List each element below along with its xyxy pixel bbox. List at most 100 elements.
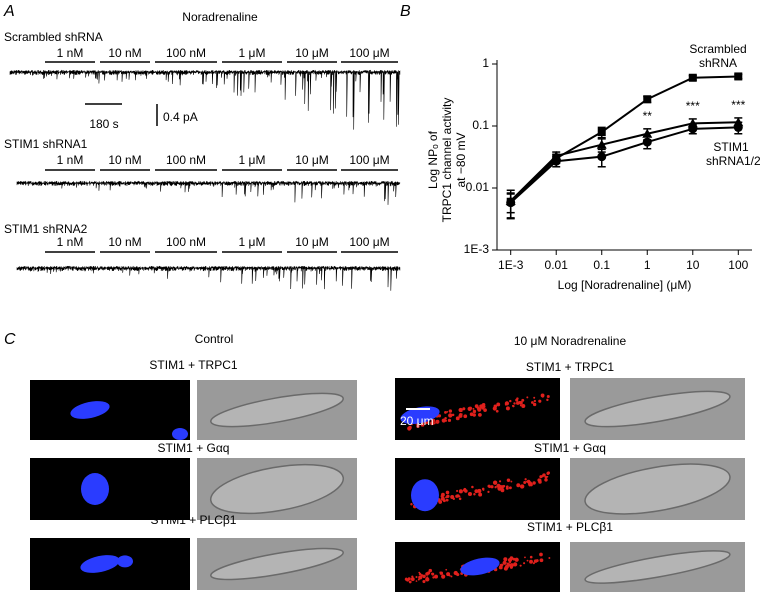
red-puncta bbox=[456, 572, 460, 577]
red-puncta bbox=[447, 418, 452, 422]
nucleus bbox=[117, 555, 133, 568]
y-tick-label: 0.01 bbox=[466, 180, 490, 194]
red-puncta bbox=[448, 413, 453, 418]
red-puncta bbox=[405, 577, 407, 580]
red-puncta bbox=[509, 399, 512, 403]
red-puncta bbox=[537, 478, 541, 482]
red-puncta bbox=[458, 495, 461, 498]
x-tick-label: 1 bbox=[644, 258, 651, 272]
red-puncta bbox=[509, 565, 513, 569]
red-puncta bbox=[504, 401, 510, 406]
current-scale-label: 0.4 pA bbox=[163, 110, 198, 124]
red-puncta bbox=[463, 487, 467, 491]
red-puncta bbox=[462, 407, 466, 411]
marker bbox=[688, 73, 697, 82]
red-puncta bbox=[425, 577, 430, 582]
red-puncta bbox=[524, 478, 527, 481]
red-puncta bbox=[492, 480, 498, 485]
panel-label: A bbox=[3, 3, 15, 20]
red-puncta bbox=[506, 564, 508, 567]
series-label: STIM1 shRNA1/2 bbox=[706, 140, 760, 168]
red-puncta bbox=[410, 577, 415, 582]
red-puncta bbox=[446, 494, 450, 499]
current-trace bbox=[16, 265, 401, 291]
red-puncta bbox=[529, 555, 533, 559]
column-title: Control bbox=[195, 332, 234, 346]
red-puncta bbox=[411, 575, 414, 578]
concentration-label: 1 μM bbox=[239, 153, 266, 167]
concentration-label: 1 nM bbox=[57, 235, 84, 249]
cell-outline bbox=[209, 463, 345, 515]
significance-label: *** bbox=[686, 99, 700, 113]
red-puncta bbox=[458, 497, 462, 501]
red-puncta bbox=[463, 414, 468, 419]
red-puncta bbox=[473, 493, 476, 496]
image-title: STIM1 + TRPC1 bbox=[149, 358, 237, 372]
red-puncta bbox=[546, 395, 550, 399]
red-puncta bbox=[505, 486, 509, 490]
red-puncta bbox=[458, 407, 463, 413]
red-puncta bbox=[415, 575, 418, 579]
red-puncta bbox=[532, 481, 536, 485]
cell-outline bbox=[584, 463, 731, 515]
red-puncta bbox=[472, 407, 475, 410]
marker bbox=[643, 95, 652, 104]
red-puncta bbox=[521, 403, 526, 409]
nucleus bbox=[172, 428, 188, 440]
red-puncta bbox=[446, 411, 449, 413]
red-puncta bbox=[523, 481, 527, 484]
nucleus bbox=[411, 479, 439, 512]
red-puncta bbox=[416, 424, 420, 428]
x-axis-title: Log [Noradrenaline] (μM) bbox=[558, 278, 692, 292]
red-puncta bbox=[548, 557, 551, 559]
red-puncta bbox=[477, 488, 482, 494]
column-title: 10 μM Noradrenaline bbox=[514, 334, 627, 348]
y-tick-label: 0.1 bbox=[472, 118, 489, 132]
red-puncta bbox=[533, 559, 538, 563]
red-puncta bbox=[455, 416, 460, 421]
red-puncta bbox=[546, 471, 550, 475]
concentration-label: 1 μM bbox=[239, 235, 266, 249]
red-puncta bbox=[431, 572, 434, 575]
red-puncta bbox=[532, 562, 535, 565]
series-line bbox=[510, 75, 739, 203]
concentration-label: 100 μM bbox=[349, 235, 389, 249]
red-puncta bbox=[479, 404, 484, 409]
image-title: STIM1 + Gαq bbox=[534, 441, 606, 455]
nucleus bbox=[81, 473, 109, 505]
y-axis-title: at −80 mV bbox=[454, 132, 468, 187]
red-puncta bbox=[528, 483, 532, 487]
red-puncta bbox=[418, 572, 422, 576]
red-puncta bbox=[523, 562, 526, 565]
red-puncta bbox=[433, 422, 436, 425]
image-title: STIM1 + Gαq bbox=[158, 441, 230, 455]
fluorescence-image bbox=[30, 458, 190, 520]
marker bbox=[551, 156, 561, 166]
red-puncta bbox=[448, 409, 453, 413]
concentration-label: 100 nM bbox=[166, 235, 206, 249]
panel-label: B bbox=[400, 3, 411, 20]
red-puncta bbox=[515, 398, 519, 402]
red-puncta bbox=[444, 417, 447, 420]
red-puncta bbox=[481, 487, 485, 491]
stimulus-label: Noradrenaline bbox=[182, 10, 258, 24]
red-puncta bbox=[512, 562, 518, 567]
red-puncta bbox=[450, 575, 453, 578]
red-puncta bbox=[519, 404, 522, 407]
cell-outline bbox=[210, 392, 344, 428]
nucleus bbox=[400, 406, 440, 425]
red-puncta bbox=[420, 422, 425, 427]
red-puncta bbox=[426, 571, 431, 575]
concentration-label: 1 μM bbox=[239, 46, 266, 60]
red-puncta bbox=[471, 485, 474, 489]
concentration-label: 100 μM bbox=[349, 153, 389, 167]
red-puncta bbox=[431, 418, 436, 423]
red-puncta bbox=[445, 490, 450, 495]
red-puncta bbox=[500, 485, 504, 489]
trace-name: STIM1 shRNA1 bbox=[4, 137, 88, 151]
red-puncta bbox=[531, 401, 534, 404]
series-label: Scrambled shRNA bbox=[689, 42, 747, 70]
red-puncta bbox=[529, 559, 533, 564]
